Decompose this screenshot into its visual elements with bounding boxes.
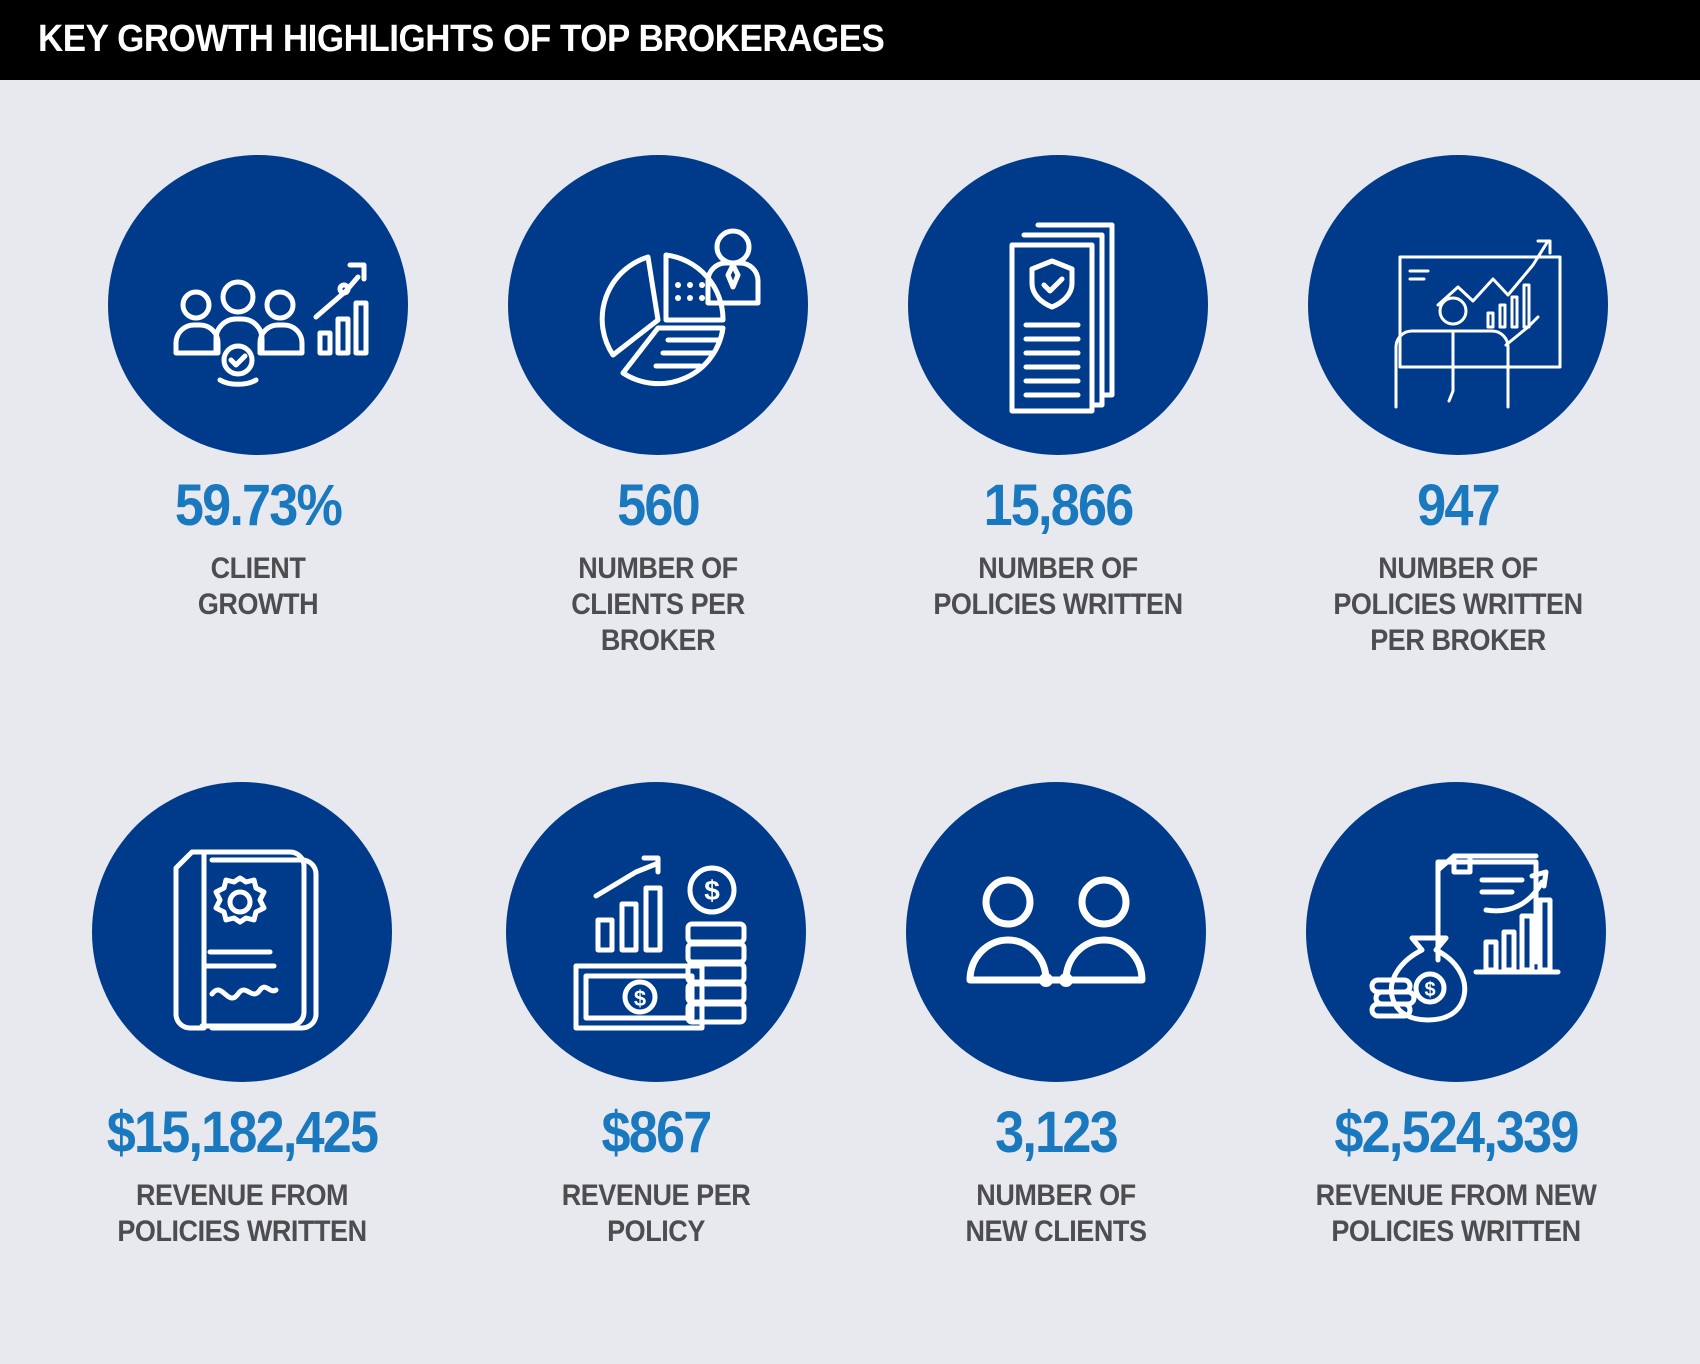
icon-circle [508, 155, 808, 455]
stat-label: REVENUE FROM NEW POLICIES WRITTEN [1315, 1179, 1597, 1248]
stat-value: $867 [601, 1100, 713, 1165]
header-bar: KEY GROWTH HIGHLIGHTS OF TOP BROKERAGES [0, 0, 1700, 80]
svg-text:$: $ [634, 986, 646, 1011]
money-growth-icon: $ $ [573, 855, 747, 1031]
money-bag-report-icon: $ [1369, 853, 1561, 1023]
stat-value: 947 [1417, 473, 1501, 538]
stat-value: 560 [617, 473, 701, 538]
stat-label: REVENUE PER POLICY [561, 1179, 751, 1248]
presentation-chart-icon [1394, 239, 1562, 409]
stat-value: $2,524,339 [1334, 1100, 1579, 1165]
svg-text:$: $ [1424, 979, 1435, 1001]
stat-revenue-new-policies: $ $2,524,339 REVENUE FROM NEW POLICIES W… [1276, 782, 1636, 1250]
client-growth-icon [173, 262, 369, 387]
stat-label: NUMBER OF CLIENTS PER BROKER [571, 552, 745, 657]
icon-circle: $ $ [506, 782, 806, 1082]
stat-revenue-per-policy: $ $ $867 REVENUE PER POLICY [476, 782, 836, 1250]
stat-label: NUMBER OF POLICIES WRITTEN [933, 552, 1183, 621]
stat-label: CLIENT GROWTH [197, 552, 319, 621]
icon-circle [92, 782, 392, 1082]
svg-text:$: $ [704, 875, 720, 906]
stat-revenue-policies: $15,182,425 REVENUE FROM POLICIES WRITTE… [62, 782, 422, 1250]
icon-circle [906, 782, 1206, 1082]
policy-document-icon [1009, 222, 1115, 414]
handshake-clients-icon [966, 876, 1146, 987]
stat-label: NUMBER OF NEW CLIENTS [965, 1179, 1147, 1248]
icon-circle [1308, 155, 1608, 455]
stat-clients-per-broker: 560 NUMBER OF CLIENTS PER BROKER [478, 155, 838, 659]
stat-policies-written: 15,866 NUMBER OF POLICIES WRITTEN [878, 155, 1238, 623]
broker-pie-chart-icon [599, 228, 761, 387]
icon-circle: $ [1306, 782, 1606, 1082]
icon-circle [108, 155, 408, 455]
stat-value: 59.73% [174, 473, 343, 538]
stat-label: REVENUE FROM POLICIES WRITTEN [117, 1179, 367, 1248]
stat-value: 15,866 [983, 473, 1135, 538]
stat-client-growth: 59.73% CLIENT GROWTH [78, 155, 438, 623]
stat-value: $15,182,425 [106, 1100, 379, 1165]
stat-label: NUMBER OF POLICIES WRITTEN PER BROKER [1333, 552, 1583, 657]
icon-circle [908, 155, 1208, 455]
stat-value: 3,123 [995, 1100, 1118, 1165]
stat-new-clients: 3,123 NUMBER OF NEW CLIENTS [876, 782, 1236, 1250]
page-title: KEY GROWTH HIGHLIGHTS OF TOP BROKERAGES [38, 18, 885, 60]
stat-policies-per-broker: 947 NUMBER OF POLICIES WRITTEN PER BROKE… [1278, 155, 1638, 659]
certificate-document-icon [173, 849, 319, 1031]
